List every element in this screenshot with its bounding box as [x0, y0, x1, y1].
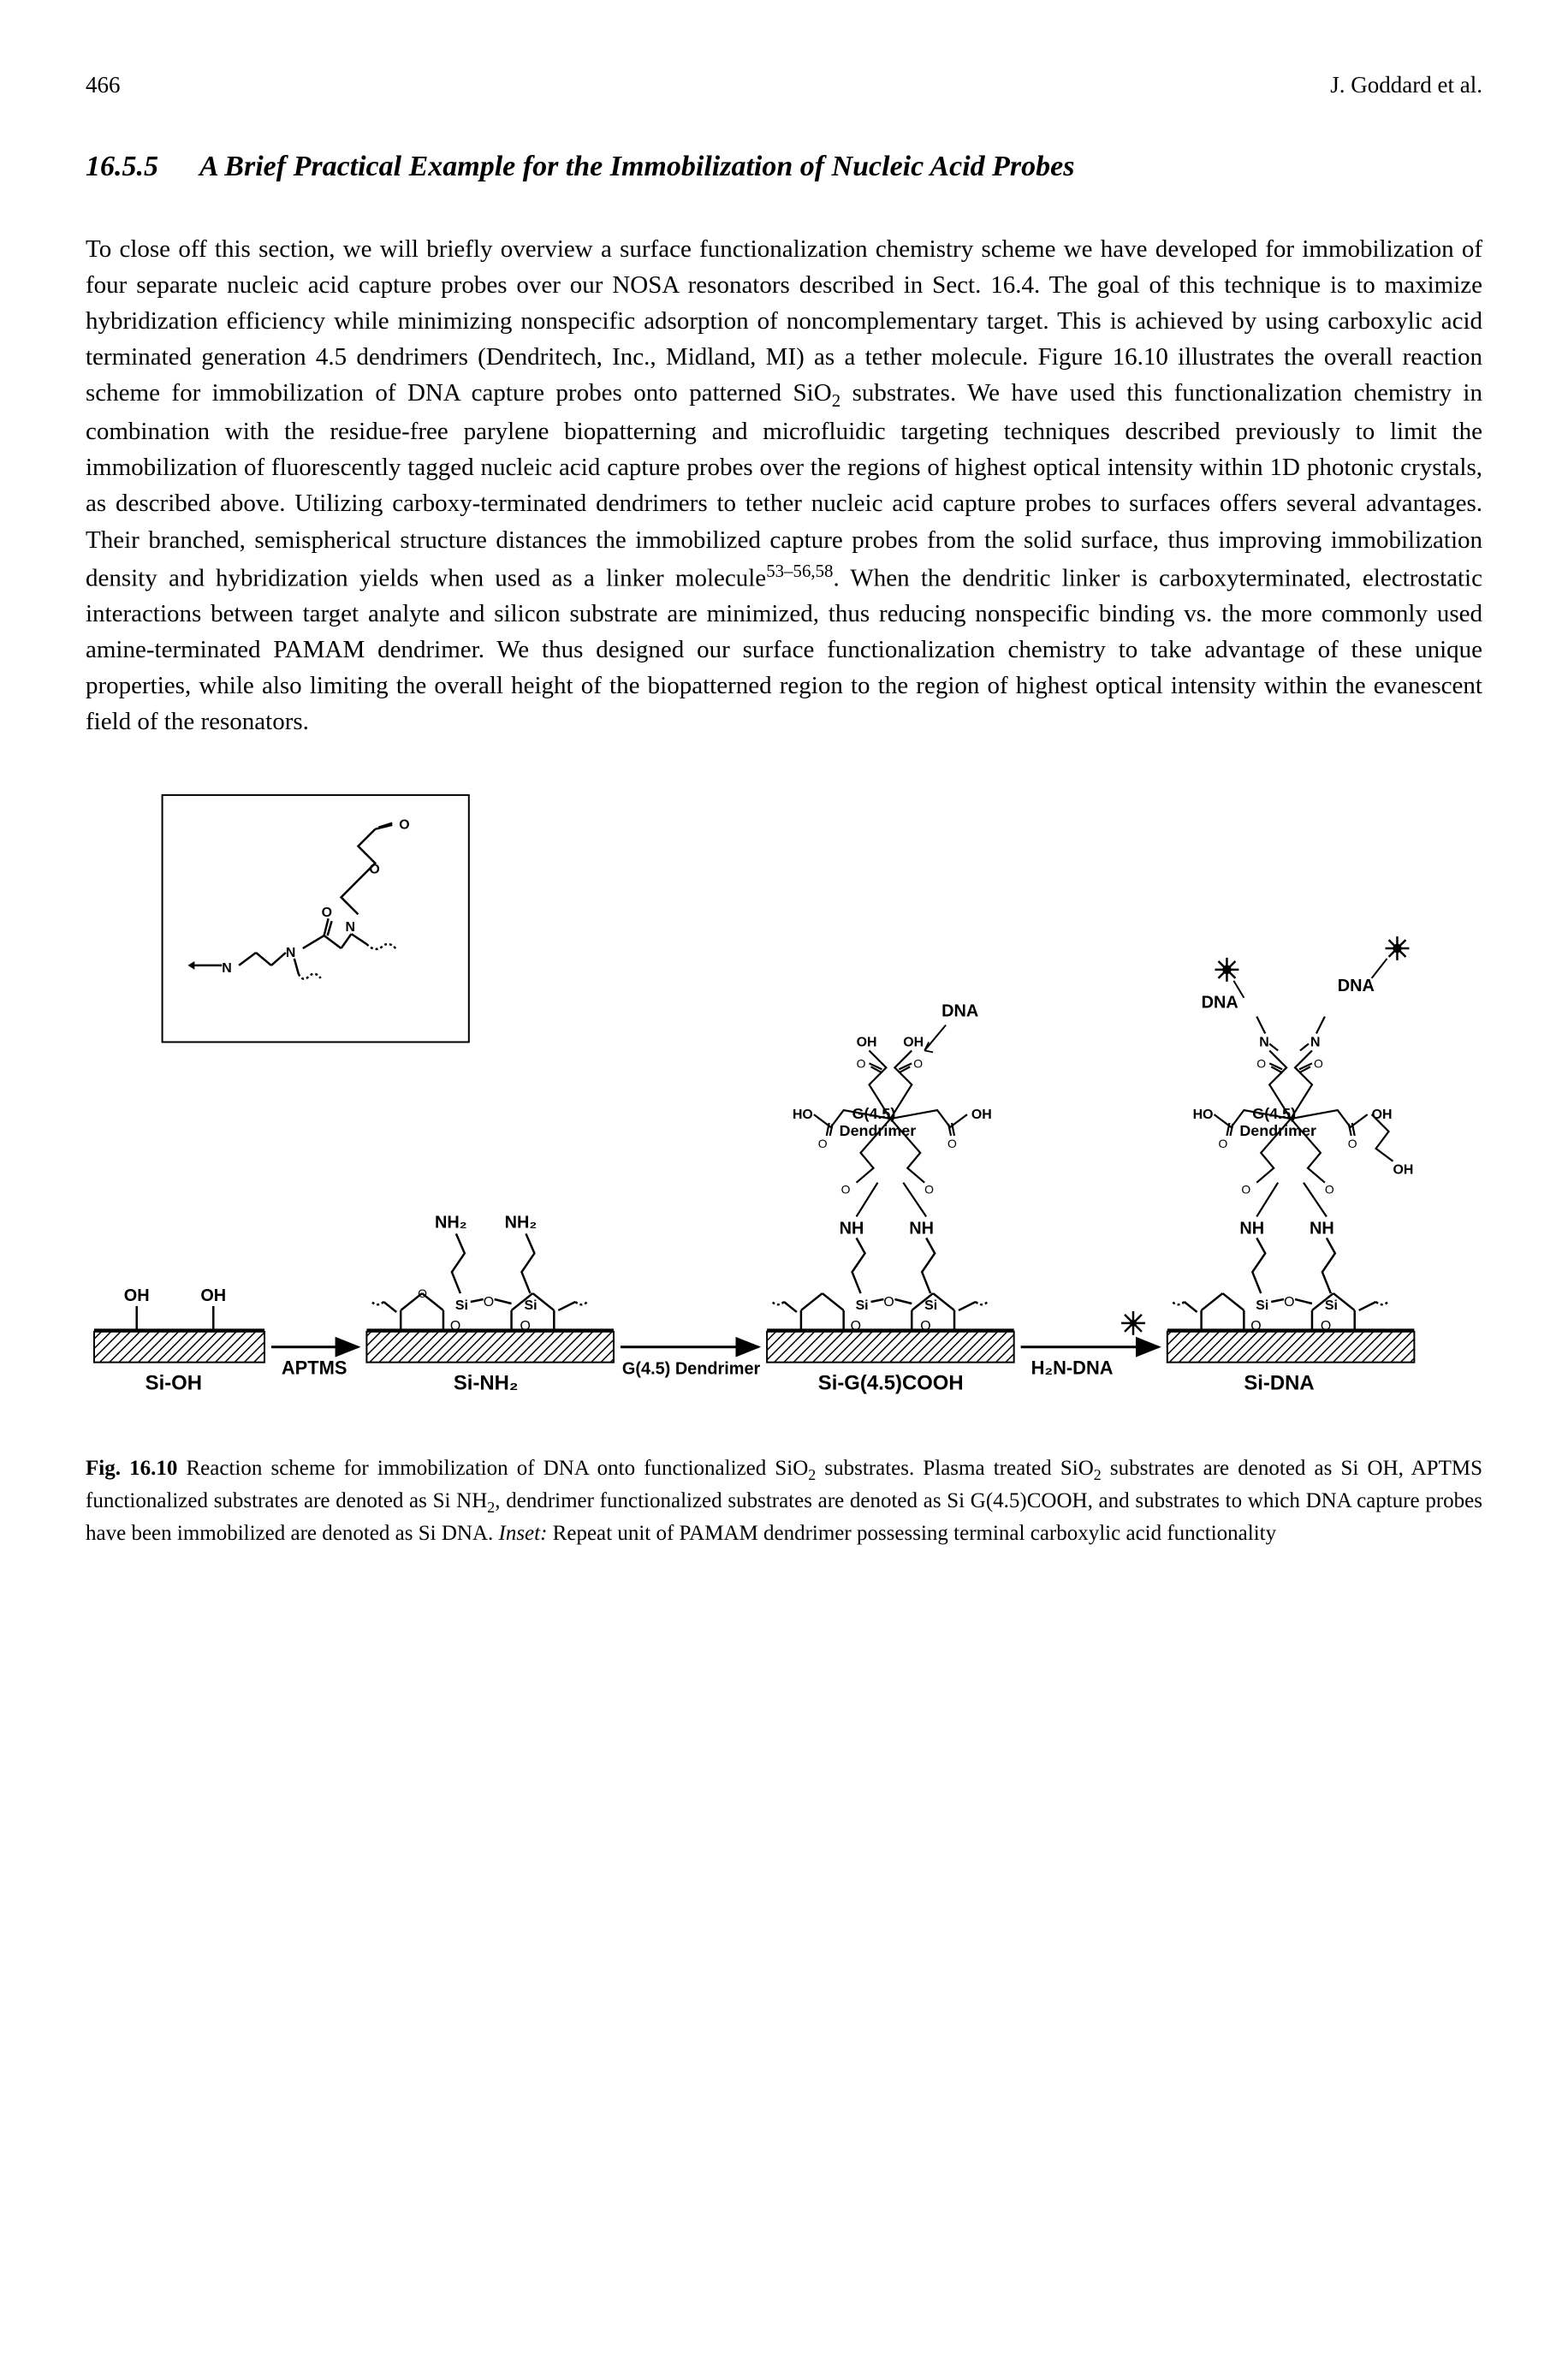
- caption-text: Repeat unit of PAMAM dendrimer possessin…: [547, 1522, 1276, 1545]
- svg-text:OH: OH: [1393, 1163, 1414, 1178]
- svg-text:Si: Si: [1325, 1298, 1338, 1313]
- svg-text:O: O: [857, 1057, 866, 1071]
- subscript: 2: [808, 1466, 816, 1483]
- svg-text:Si-G(4.5)COOH: Si-G(4.5)COOH: [818, 1372, 964, 1395]
- page-number: 466: [86, 68, 121, 102]
- svg-text:OH: OH: [124, 1286, 150, 1305]
- caption-text: substrates. Plasma treated SiO: [816, 1457, 1094, 1480]
- svg-text:O: O: [369, 863, 379, 877]
- dendrimer-stage3: G(4.5) Dendrimer HO OH OH OH O O: [793, 1002, 992, 1217]
- figure-label: Fig. 16.10: [86, 1457, 177, 1480]
- svg-text:O: O: [1348, 1137, 1357, 1150]
- svg-text:O: O: [947, 1137, 957, 1150]
- svg-text:O: O: [1284, 1295, 1294, 1310]
- svg-text:O: O: [920, 1319, 930, 1334]
- svg-text:OH: OH: [1372, 1108, 1393, 1123]
- svg-text:OH: OH: [903, 1036, 924, 1050]
- svg-text:Si: Si: [524, 1298, 537, 1313]
- svg-text:NH: NH: [840, 1220, 864, 1238]
- subscript: 2: [1094, 1466, 1102, 1483]
- svg-text:O: O: [841, 1183, 851, 1197]
- svg-text:O: O: [1256, 1057, 1266, 1071]
- svg-text:APTMS: APTMS: [282, 1357, 347, 1379]
- subscript: 2: [487, 1499, 495, 1516]
- svg-text:HO: HO: [1193, 1108, 1214, 1123]
- caption-text: Reaction scheme for immobilization of DN…: [177, 1457, 808, 1480]
- svg-text:NH: NH: [909, 1220, 934, 1238]
- inset-repeat-unit: O O N O N N: [163, 795, 469, 1042]
- dendrimer-stage4: G(4.5) Dendrimer HO OH O O O O O: [1193, 937, 1414, 1217]
- svg-text:N: N: [286, 946, 296, 960]
- svg-text:O: O: [450, 1319, 460, 1334]
- figure: O O N O N N: [86, 778, 1482, 1549]
- svg-text:O: O: [1314, 1057, 1323, 1071]
- svg-text:O: O: [851, 1319, 861, 1334]
- svg-text:Dendrimer: Dendrimer: [840, 1122, 917, 1139]
- svg-text:HO: HO: [793, 1108, 813, 1123]
- svg-text:NH₂: NH₂: [435, 1214, 467, 1233]
- svg-text:Si-DNA: Si-DNA: [1244, 1372, 1314, 1395]
- svg-text:NH: NH: [1310, 1220, 1334, 1238]
- svg-text:Si: Si: [924, 1298, 937, 1313]
- svg-text:N: N: [1310, 1036, 1321, 1050]
- inset-label: Inset:: [499, 1522, 548, 1545]
- svg-text:O: O: [322, 906, 332, 921]
- svg-text:O: O: [399, 818, 409, 833]
- svg-text:O: O: [520, 1319, 531, 1334]
- svg-text:O: O: [924, 1183, 934, 1197]
- svg-text:Si: Si: [1256, 1298, 1268, 1313]
- svg-text:OH: OH: [200, 1286, 226, 1305]
- svg-text:DNA: DNA: [1338, 977, 1375, 995]
- svg-text:OH: OH: [857, 1036, 877, 1050]
- svg-text:OH: OH: [971, 1108, 992, 1123]
- svg-text:NH: NH: [1239, 1220, 1264, 1238]
- svg-text:O: O: [1321, 1319, 1331, 1334]
- svg-text:O: O: [1219, 1137, 1228, 1150]
- body-paragraph: To close off this section, we will brief…: [86, 231, 1482, 740]
- reaction-scheme-diagram: O O N O N N: [86, 778, 1482, 1425]
- svg-text:Si-NH₂: Si-NH₂: [454, 1372, 519, 1395]
- svg-text:O: O: [913, 1057, 923, 1071]
- stage-label: Si-OH: [146, 1372, 202, 1395]
- section-heading: 16.5.5 A Brief Practical Example for the…: [86, 145, 1482, 188]
- svg-text:G(4.5) Dendrimer: G(4.5) Dendrimer: [622, 1360, 761, 1379]
- svg-text:O: O: [484, 1295, 494, 1310]
- figure-caption: Fig. 16.10 Reaction scheme for immobiliz…: [86, 1453, 1482, 1549]
- section-title: A Brief Practical Example for the Immobi…: [199, 145, 1482, 188]
- svg-text:N: N: [222, 961, 232, 976]
- svg-text:O: O: [1250, 1319, 1261, 1334]
- page-header: 466 J. Goddard et al.: [86, 68, 1482, 102]
- svg-text:Si: Si: [455, 1298, 468, 1313]
- svg-text:N: N: [1259, 1036, 1269, 1050]
- svg-text:DNA: DNA: [1202, 994, 1238, 1013]
- svg-text:H₂N-DNA: H₂N-DNA: [1031, 1357, 1114, 1379]
- svg-text:O: O: [818, 1137, 828, 1150]
- header-authors: J. Goddard et al.: [1330, 68, 1482, 102]
- svg-text:O: O: [883, 1295, 894, 1310]
- svg-text:N: N: [346, 921, 356, 936]
- subscript: 2: [832, 390, 840, 411]
- svg-text:NH₂: NH₂: [505, 1214, 538, 1233]
- svg-text:Si: Si: [856, 1298, 869, 1313]
- section-number: 16.5.5: [86, 145, 158, 188]
- svg-text:DNA: DNA: [941, 1002, 978, 1021]
- svg-text:O: O: [1241, 1183, 1250, 1197]
- svg-text:O: O: [418, 1286, 427, 1300]
- svg-text:O: O: [1325, 1183, 1334, 1197]
- svg-text:Dendrimer: Dendrimer: [1239, 1122, 1316, 1139]
- substrate-bars: OH OH Si-OH APTMS O Si Si O: [94, 937, 1414, 1395]
- superscript: 53–56,58: [766, 561, 833, 581]
